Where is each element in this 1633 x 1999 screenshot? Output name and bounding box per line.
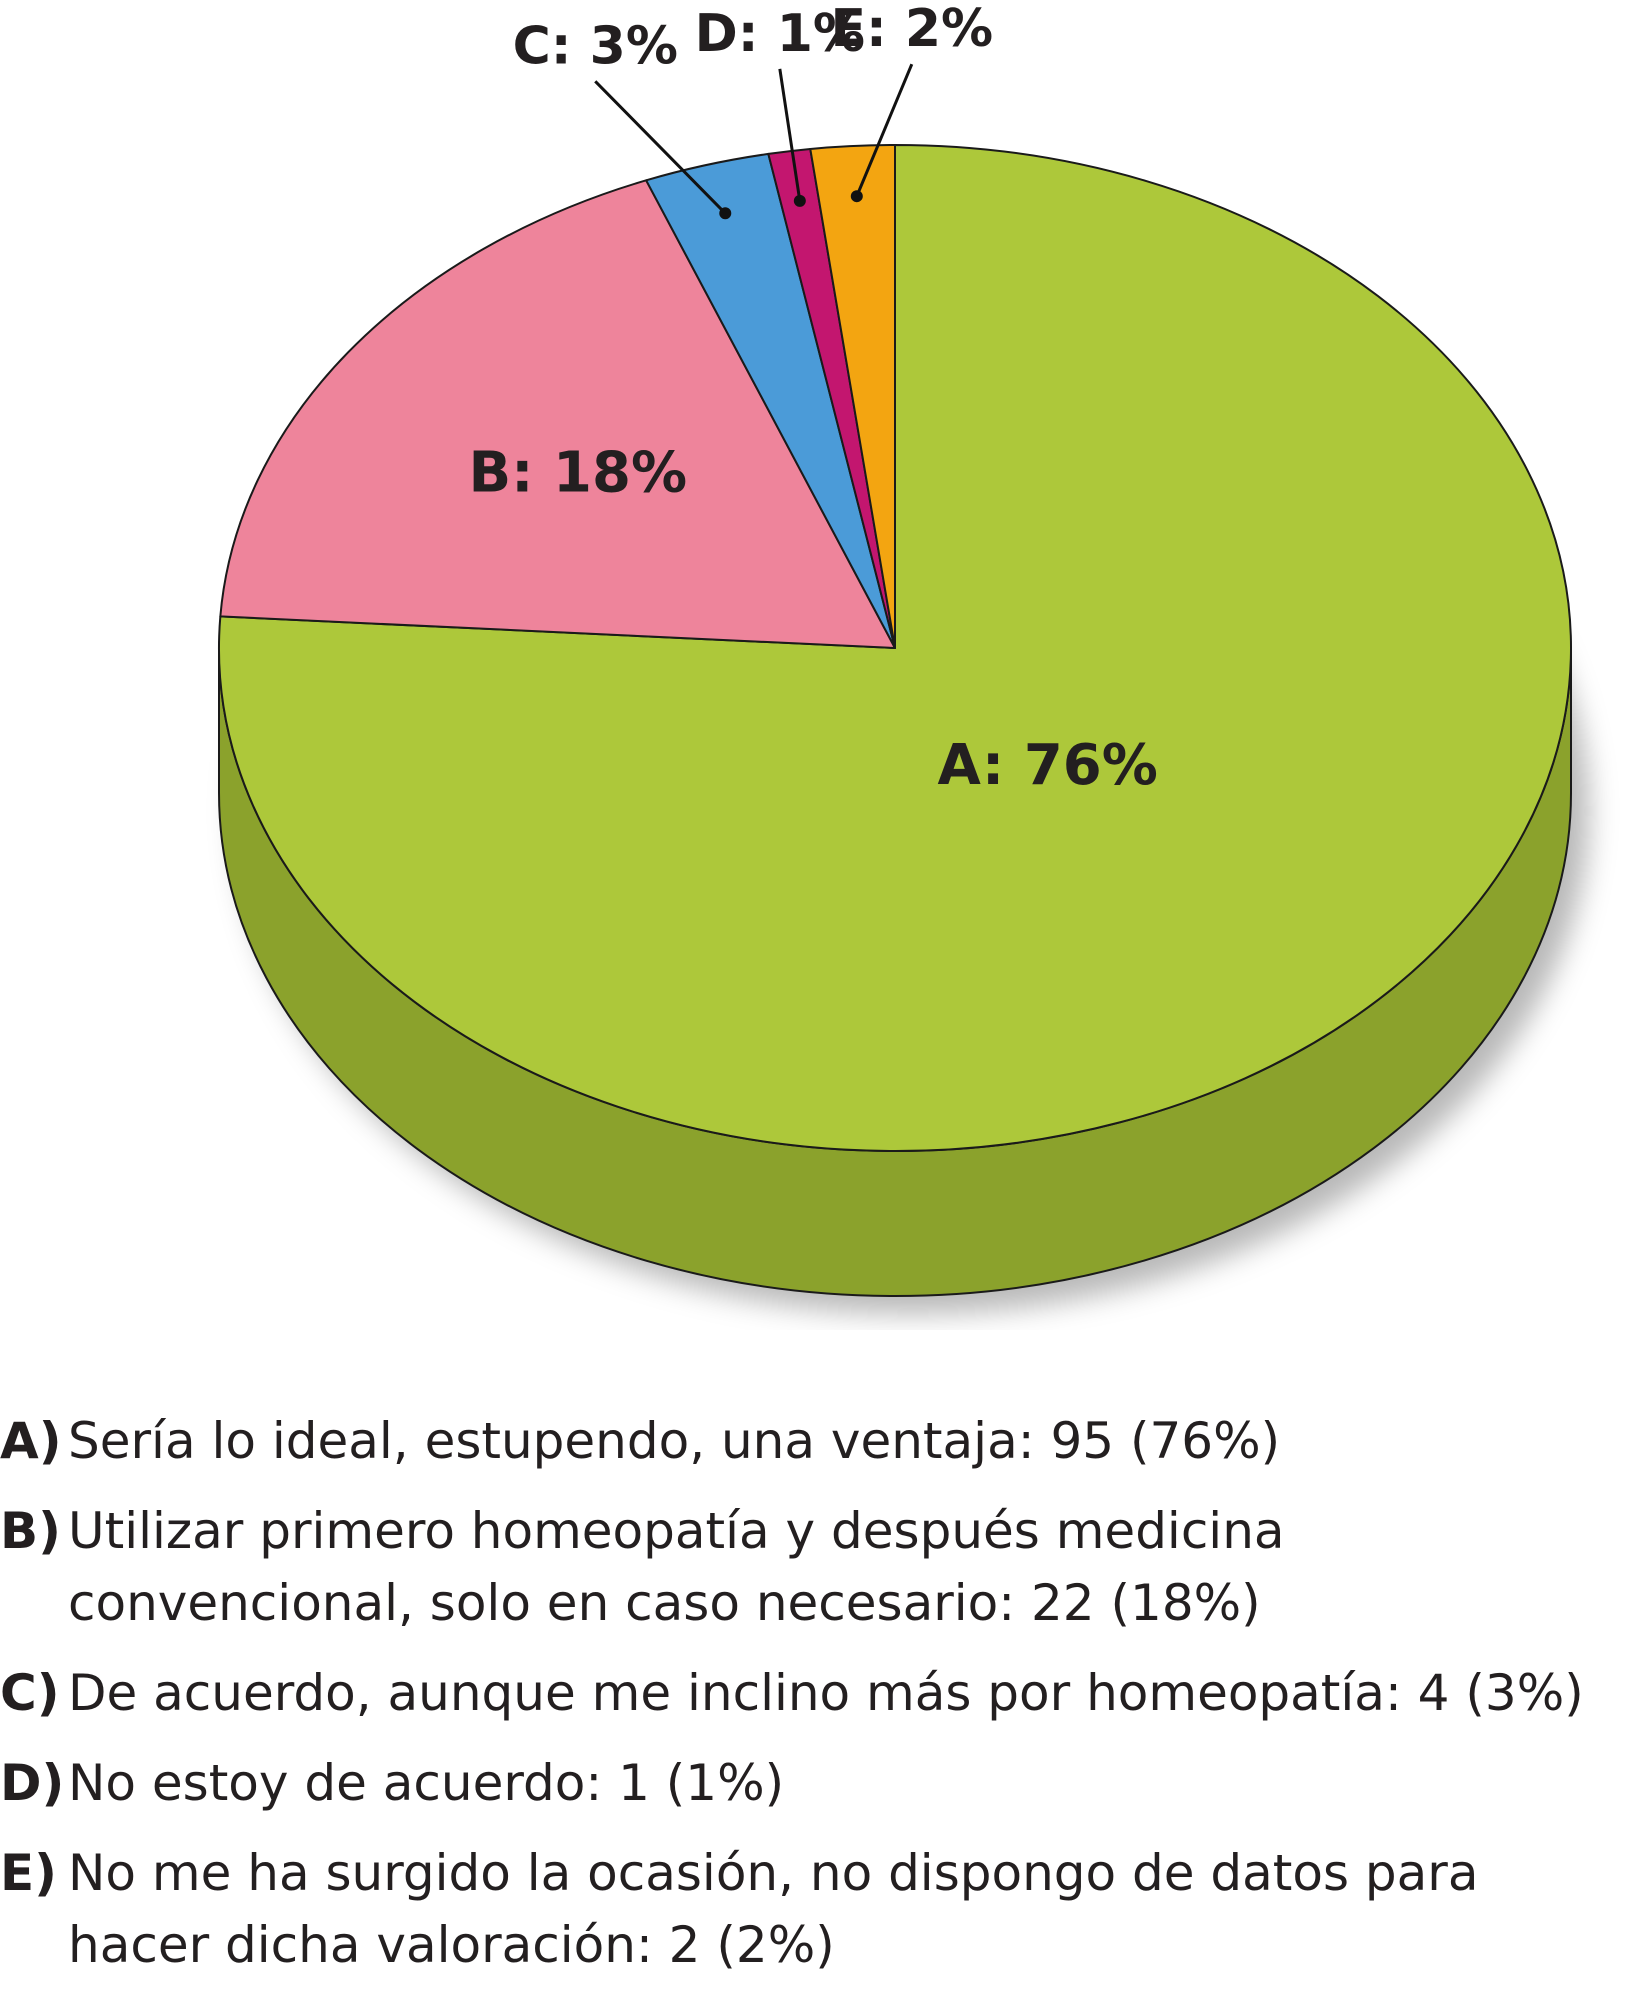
leader-line-d <box>778 68 802 202</box>
legend-key-a: A) <box>0 1412 62 1470</box>
pie-chart: A: 76% B: 18% C: 3% D: 1%E: 2% <box>218 0 1589 1314</box>
legend-text-e: No me ha surgido la ocasión, no dispongo… <box>68 1844 1479 1974</box>
legend-text-b: Utilizar primero homeopatía y después me… <box>68 1502 1285 1632</box>
legend-key-d: D) <box>0 1754 65 1812</box>
legend-item-e: E) No me ha surgido la ocasión, no dispo… <box>0 1837 1620 1981</box>
slice-label-c: C: 3% <box>513 16 678 76</box>
leader-line-c <box>594 80 727 215</box>
leader-line-e <box>855 63 914 197</box>
slice-label-d: D: 1% <box>695 4 865 64</box>
legend-item-a: A) Sería lo ideal, estupendo, una ventaj… <box>0 1405 1620 1477</box>
legend-item-b: B) Utilizar primero homeopatía y después… <box>0 1495 1620 1639</box>
legend-text-a: Sería lo ideal, estupendo, una ventaja: … <box>68 1412 1281 1470</box>
slice-label-e: E: 2% <box>830 0 993 59</box>
slice-label-b: B: 18% <box>468 441 687 506</box>
legend-item-c: C) De acuerdo, aunque me inclino más por… <box>0 1657 1620 1729</box>
legend-item-d: D) No estoy de acuerdo: 1 (1%) <box>0 1747 1620 1819</box>
legend-text-d: No estoy de acuerdo: 1 (1%) <box>68 1754 785 1812</box>
legend-key-b: B) <box>0 1502 61 1560</box>
slice-e <box>809 144 896 649</box>
legend: A) Sería lo ideal, estupendo, una ventaj… <box>0 1405 1620 1999</box>
legend-key-c: C) <box>0 1664 60 1722</box>
pie-group: A: 76% B: 18% C: 3% D: 1%E: 2% <box>218 0 1589 1314</box>
slice-b <box>219 179 896 649</box>
legend-key-e: E) <box>0 1844 58 1902</box>
legend-text-c: De acuerdo, aunque me inclino más por ho… <box>68 1664 1584 1722</box>
slice-label-a: A: 76% <box>938 733 1158 798</box>
